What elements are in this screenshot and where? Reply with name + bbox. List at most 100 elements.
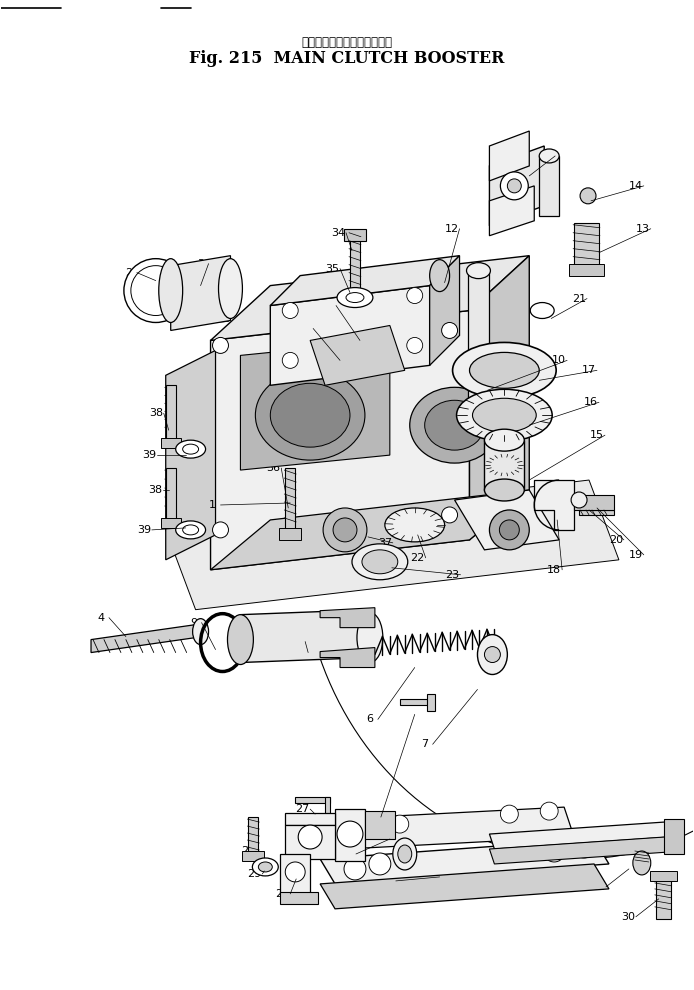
Polygon shape: [166, 480, 619, 610]
Ellipse shape: [466, 262, 491, 278]
Circle shape: [441, 507, 457, 523]
Text: 11: 11: [540, 150, 555, 161]
Polygon shape: [468, 270, 489, 420]
Circle shape: [391, 815, 409, 833]
Polygon shape: [242, 851, 264, 861]
Polygon shape: [489, 131, 530, 181]
Text: 3: 3: [197, 258, 204, 268]
Text: 39: 39: [137, 525, 151, 535]
Polygon shape: [320, 647, 375, 667]
Polygon shape: [335, 807, 574, 849]
Ellipse shape: [176, 441, 205, 458]
Circle shape: [407, 287, 423, 304]
Text: 6: 6: [366, 715, 373, 725]
Text: 30: 30: [621, 912, 635, 922]
Text: 24: 24: [381, 876, 395, 886]
Text: 36: 36: [266, 463, 280, 473]
Ellipse shape: [193, 619, 209, 644]
Polygon shape: [489, 146, 544, 226]
Text: 23: 23: [446, 570, 459, 580]
Polygon shape: [210, 255, 530, 341]
Ellipse shape: [398, 845, 412, 863]
Circle shape: [484, 646, 500, 662]
Polygon shape: [270, 255, 459, 306]
Text: 32: 32: [321, 301, 335, 311]
Polygon shape: [320, 608, 375, 628]
Ellipse shape: [228, 615, 253, 664]
Ellipse shape: [183, 525, 198, 535]
Text: 38: 38: [148, 485, 162, 495]
Ellipse shape: [466, 412, 491, 429]
Circle shape: [407, 338, 423, 353]
Polygon shape: [285, 825, 335, 859]
Ellipse shape: [633, 851, 651, 875]
Polygon shape: [320, 840, 609, 884]
Ellipse shape: [352, 544, 408, 580]
Ellipse shape: [346, 293, 364, 303]
Circle shape: [337, 821, 363, 847]
Ellipse shape: [159, 258, 183, 323]
Ellipse shape: [473, 398, 536, 433]
Ellipse shape: [176, 521, 205, 539]
Circle shape: [441, 323, 457, 339]
Polygon shape: [489, 186, 534, 236]
Circle shape: [323, 508, 367, 551]
Text: 21: 21: [572, 294, 586, 304]
Ellipse shape: [362, 549, 398, 574]
Ellipse shape: [530, 303, 555, 319]
Polygon shape: [166, 385, 176, 441]
Polygon shape: [210, 311, 470, 570]
Polygon shape: [400, 699, 430, 706]
Circle shape: [131, 265, 180, 316]
Ellipse shape: [430, 259, 450, 292]
Ellipse shape: [477, 635, 507, 674]
Text: Fig. 215  MAIN CLUTCH BOOSTER: Fig. 215 MAIN CLUTCH BOOSTER: [189, 50, 505, 66]
Polygon shape: [325, 797, 330, 819]
Polygon shape: [569, 263, 604, 275]
Circle shape: [507, 179, 521, 193]
Polygon shape: [248, 817, 258, 854]
Text: 28: 28: [242, 846, 255, 856]
Text: 5: 5: [297, 647, 304, 657]
Text: 38: 38: [149, 408, 163, 418]
Polygon shape: [320, 864, 609, 909]
Circle shape: [573, 836, 595, 858]
Ellipse shape: [258, 862, 272, 872]
Ellipse shape: [183, 445, 198, 454]
Ellipse shape: [255, 370, 365, 460]
Polygon shape: [470, 255, 530, 540]
Ellipse shape: [409, 387, 500, 463]
Ellipse shape: [470, 352, 539, 388]
Text: 10: 10: [552, 355, 566, 365]
Circle shape: [369, 853, 391, 875]
Polygon shape: [427, 694, 434, 712]
Text: 8: 8: [369, 812, 376, 822]
Polygon shape: [166, 468, 176, 520]
Circle shape: [124, 258, 187, 323]
Circle shape: [543, 841, 565, 862]
Polygon shape: [335, 809, 365, 861]
Text: 29: 29: [247, 869, 262, 879]
Ellipse shape: [219, 258, 242, 319]
Text: 13: 13: [636, 224, 650, 234]
Ellipse shape: [385, 508, 445, 542]
Polygon shape: [663, 819, 684, 854]
Text: 33: 33: [298, 324, 312, 334]
Polygon shape: [161, 518, 180, 528]
Circle shape: [489, 510, 530, 549]
Text: 16: 16: [584, 397, 598, 407]
Polygon shape: [484, 441, 524, 490]
Polygon shape: [579, 510, 614, 515]
Circle shape: [282, 352, 298, 368]
Polygon shape: [310, 326, 405, 385]
Polygon shape: [574, 223, 599, 265]
Ellipse shape: [270, 383, 350, 447]
Polygon shape: [350, 231, 360, 291]
Ellipse shape: [457, 389, 552, 442]
Ellipse shape: [452, 343, 556, 398]
Text: 20: 20: [609, 535, 623, 544]
Circle shape: [540, 802, 558, 820]
Ellipse shape: [539, 148, 559, 163]
Polygon shape: [270, 285, 430, 385]
Polygon shape: [574, 495, 614, 510]
